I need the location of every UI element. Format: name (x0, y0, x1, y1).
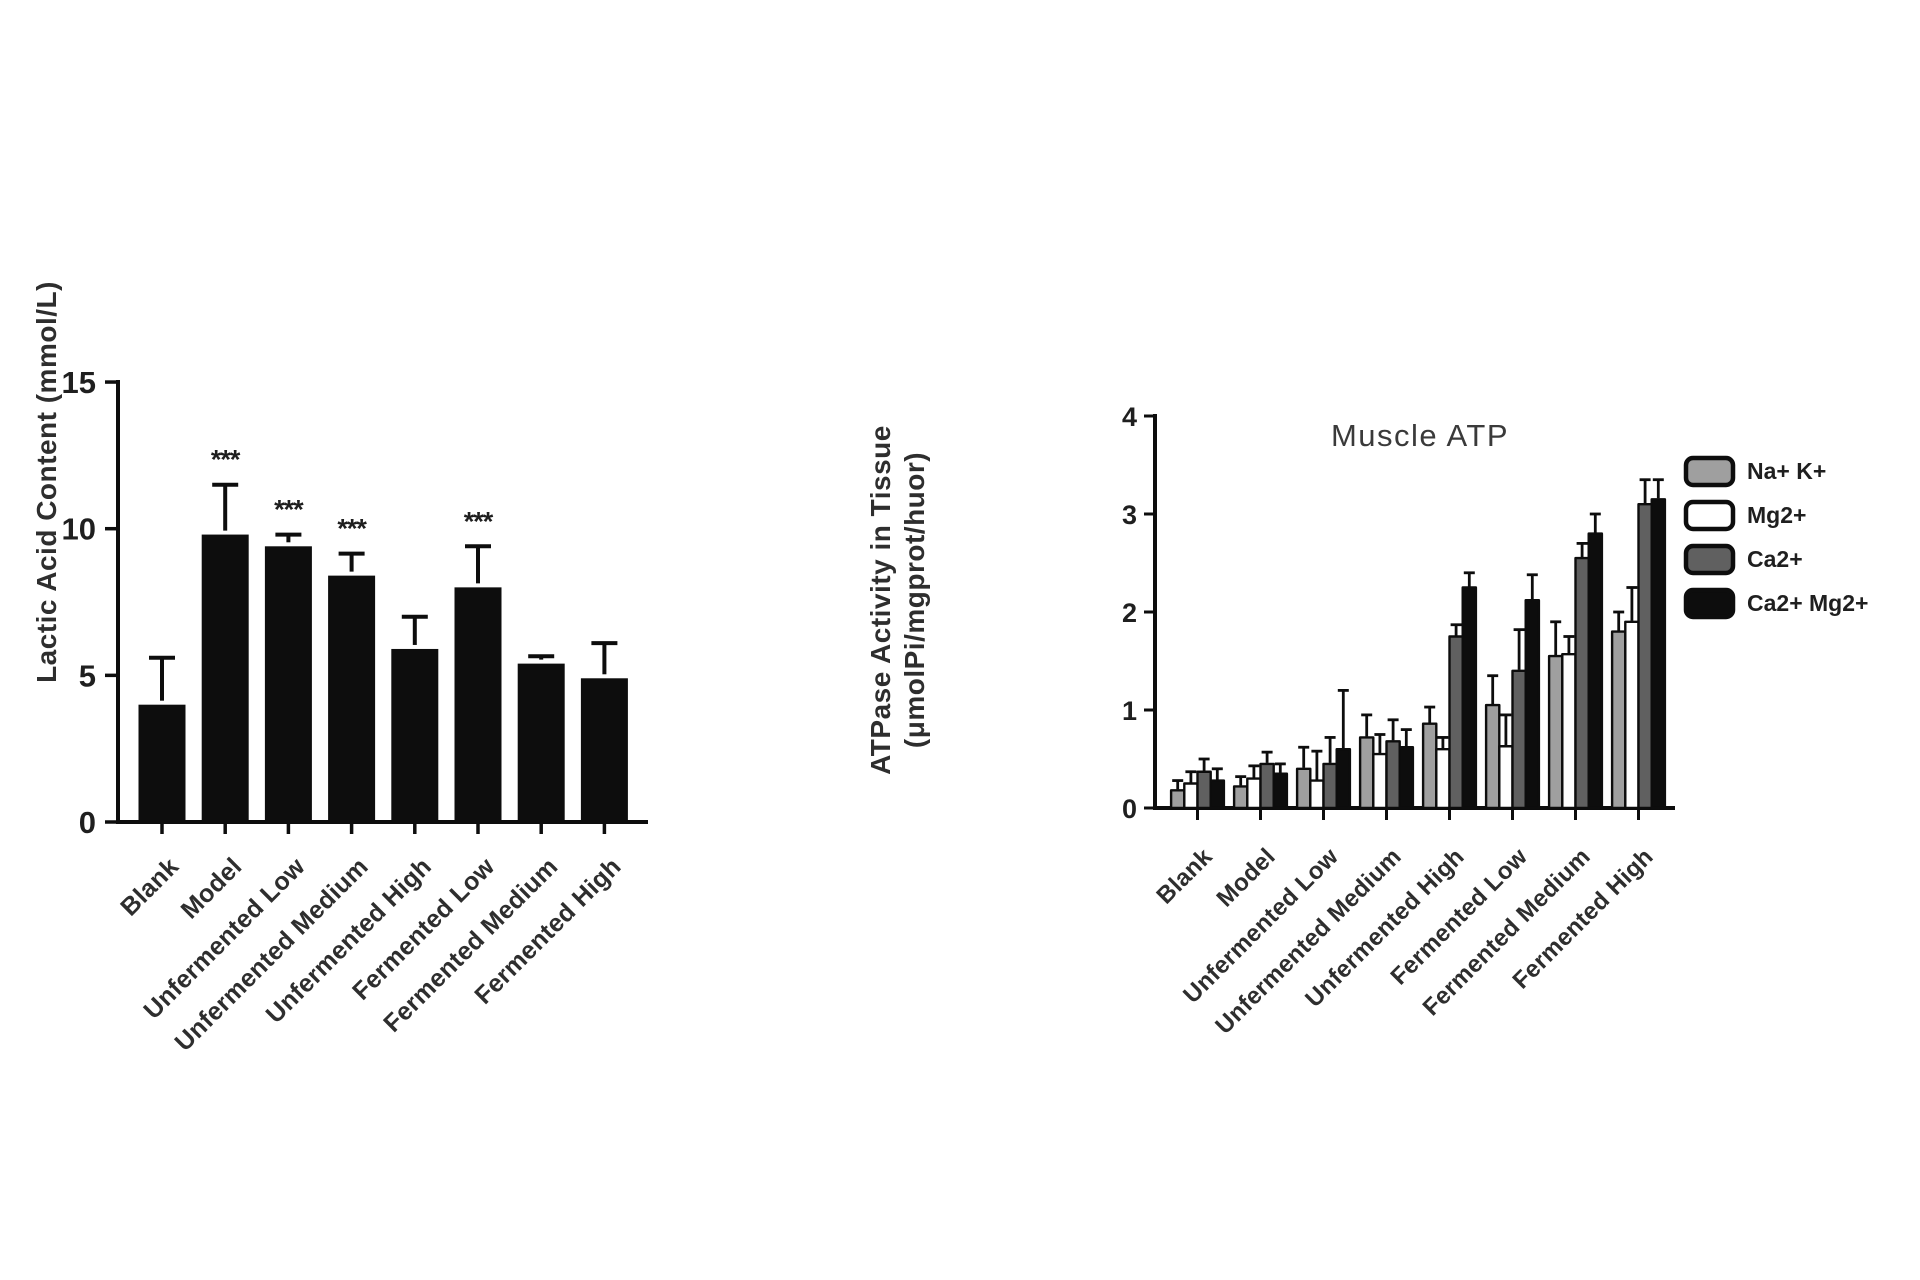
bar (517, 663, 565, 822)
significance-marker: *** (274, 495, 304, 525)
y-tick-label: 3 (1122, 500, 1137, 530)
bar (454, 587, 502, 822)
bar (1259, 762, 1275, 810)
bar (1398, 746, 1415, 810)
y-tick-label: 15 (62, 365, 96, 400)
bar (580, 678, 628, 822)
significance-marker: *** (211, 445, 241, 475)
bar (1650, 498, 1667, 810)
muscle-atp-chart: 0 1 2 3 4 ATPase Activity in Tissue (μmolPi/mg… (865, 402, 1868, 1040)
y-tick-label: 0 (79, 805, 96, 840)
bar (1561, 652, 1577, 810)
bar (1524, 599, 1541, 810)
y-tick-label: 2 (1122, 598, 1137, 628)
bar (1169, 789, 1186, 810)
bar (1624, 620, 1640, 810)
y-tick-label: 5 (79, 658, 96, 693)
bar (1421, 722, 1438, 810)
bar (1272, 772, 1289, 810)
bar (1232, 785, 1249, 810)
bar (1610, 630, 1627, 810)
y-tick-label: 1 (1122, 696, 1137, 726)
legend-label: Mg2+ (1747, 502, 1806, 528)
bar (1587, 532, 1604, 810)
bar (1209, 779, 1226, 810)
muscle-atp-chart-title: Muscle ATP (1330, 418, 1510, 453)
bar (1385, 740, 1401, 810)
bar (1435, 748, 1451, 810)
legend-swatch (1683, 499, 1736, 532)
legend-label: Na+ K+ (1747, 458, 1826, 484)
bar (1335, 748, 1352, 810)
bar (391, 648, 439, 822)
bar (138, 704, 186, 822)
legend-label: Ca2+ Mg2+ (1747, 590, 1868, 616)
bar (264, 546, 312, 822)
bar (1511, 669, 1527, 810)
y-tick-label: 4 (1122, 402, 1137, 432)
bar (1295, 767, 1312, 810)
y-axis-label-line1: ATPase Activity in Tissue (865, 425, 896, 775)
y-tick-label: 0 (1122, 794, 1137, 824)
bar (1322, 762, 1338, 810)
bar (1484, 703, 1501, 810)
bar (1358, 736, 1375, 810)
bar (1461, 586, 1478, 810)
legend-swatch (1683, 455, 1736, 488)
bar (1196, 770, 1212, 810)
legend-swatch (1683, 587, 1736, 620)
significance-marker: *** (464, 506, 494, 536)
legend-label: Ca2+ (1747, 546, 1803, 572)
legend-swatch (1683, 543, 1736, 576)
bar (1246, 777, 1262, 810)
bar (1574, 556, 1590, 810)
significance-marker: *** (337, 514, 367, 544)
y-axis-label: Lactic Acid Content (mmol/L) (31, 281, 62, 683)
bar (1498, 745, 1514, 810)
bar (1448, 635, 1464, 810)
y-tick-label: 10 (62, 512, 96, 547)
bar (1637, 503, 1653, 810)
bar (328, 575, 376, 822)
category-label: Blank (1151, 843, 1218, 910)
category-label: Blank (115, 852, 184, 921)
y-axis-label-line2: (μmolPi/mgprot/huor) (899, 452, 930, 748)
bar (1309, 779, 1325, 810)
bar (1547, 654, 1564, 810)
bar (1372, 752, 1388, 810)
bar (201, 534, 249, 822)
bar (1183, 782, 1199, 810)
